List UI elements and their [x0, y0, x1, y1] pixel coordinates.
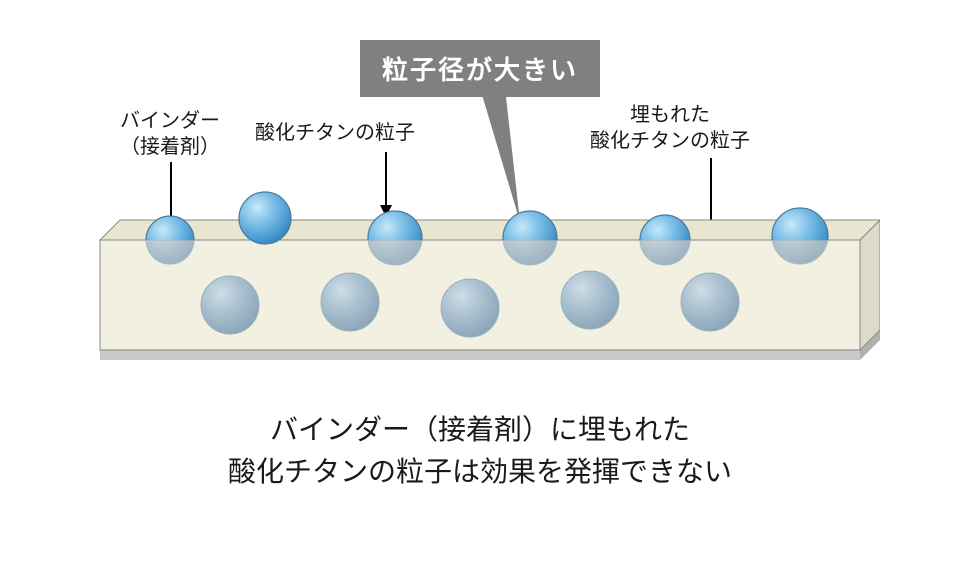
caption: バインダー（接着剤）に埋もれた 酸化チタンの粒子は効果を発揮できない [80, 410, 880, 494]
caption-line1: バインダー（接着剤）に埋もれた [270, 415, 690, 446]
caption-line2: 酸化チタンの粒子は効果を発揮できない [228, 457, 732, 488]
binder-block [80, 40, 880, 380]
diagram-container: 粒子径が大きい バインダー （接着剤） 酸化チタンの粒子 埋もれた 酸化チタンの… [80, 40, 880, 540]
